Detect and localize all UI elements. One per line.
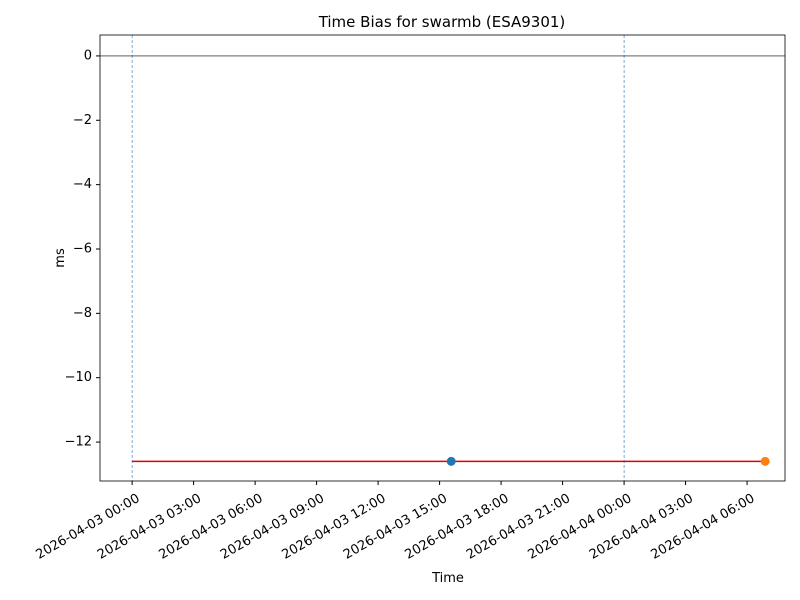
- x-tick-label: 2026-04-03 15:00: [341, 491, 450, 563]
- y-tick-label: −12: [65, 435, 92, 450]
- x-tick-label: 2026-04-03 18:00: [403, 491, 512, 563]
- data-point: [760, 456, 770, 466]
- y-tick-label: −6: [73, 241, 92, 256]
- x-tick-label: 2026-04-03 00:00: [34, 491, 143, 563]
- x-tick-label: 2026-04-03 06:00: [157, 491, 266, 563]
- x-tick-label: 2026-04-03 03:00: [95, 491, 204, 563]
- y-tick-label: −10: [65, 370, 92, 385]
- x-tick-label: 2026-04-03 21:00: [464, 491, 573, 563]
- x-tick-label: 2026-04-04 06:00: [649, 491, 758, 563]
- x-tick-label: 2026-04-03 09:00: [218, 491, 327, 563]
- y-tick-label: −8: [73, 306, 92, 321]
- x-tick-label: 2026-04-04 00:00: [526, 491, 635, 563]
- x-tick-label: 2026-04-04 03:00: [587, 491, 696, 563]
- data-point: [446, 456, 456, 466]
- x-axis-label: Time: [431, 571, 464, 586]
- chart-title: Time Bias for swarmb (ESA9301): [318, 13, 566, 31]
- x-tick-label: 2026-04-03 12:00: [280, 491, 389, 563]
- plot-frame: [99, 34, 786, 482]
- y-tick-label: 0: [84, 48, 92, 63]
- y-tick-label: −2: [73, 113, 92, 128]
- y-axis-label: ms: [53, 248, 68, 268]
- y-tick-label: −4: [73, 177, 92, 192]
